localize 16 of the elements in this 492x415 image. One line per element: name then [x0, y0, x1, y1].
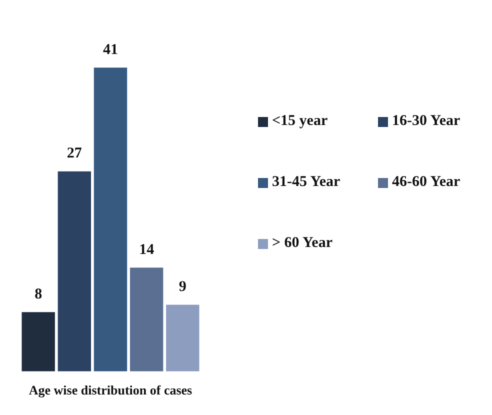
bar [130, 268, 164, 372]
bar [22, 312, 55, 372]
legend-label: 31-45 Year [272, 174, 340, 191]
data-label: 14 [139, 242, 155, 258]
legend-label: 46-60 Year [392, 174, 460, 191]
data-label: 41 [103, 42, 118, 58]
legend-label: 16-30 Year [392, 113, 460, 130]
x-axis-title: Age wise distribution of cases [28, 382, 192, 398]
data-label: 9 [178, 279, 186, 296]
data-label: 27 [66, 146, 82, 162]
bar [166, 304, 200, 372]
bar [94, 68, 128, 372]
data-label: 8 [34, 286, 42, 303]
legend-label: > 60 Year [272, 235, 332, 252]
legend-label: <15 year [272, 113, 328, 130]
bar [58, 171, 92, 372]
